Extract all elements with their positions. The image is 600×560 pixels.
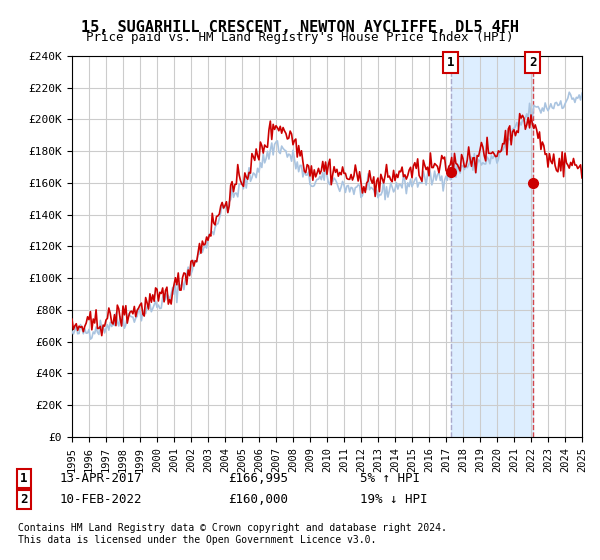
- Text: 2: 2: [20, 493, 28, 506]
- Text: Contains HM Land Registry data © Crown copyright and database right 2024.: Contains HM Land Registry data © Crown c…: [18, 522, 447, 533]
- Bar: [451, 56, 533, 437]
- Text: Price paid vs. HM Land Registry's House Price Index (HPI): Price paid vs. HM Land Registry's House …: [86, 31, 514, 44]
- Text: £166,995: £166,995: [228, 472, 288, 486]
- Text: 5% ↑ HPI: 5% ↑ HPI: [360, 472, 420, 486]
- Text: 19% ↓ HPI: 19% ↓ HPI: [360, 493, 427, 506]
- Text: £160,000: £160,000: [228, 493, 288, 506]
- Text: This data is licensed under the Open Government Licence v3.0.: This data is licensed under the Open Gov…: [18, 535, 376, 545]
- Text: 1: 1: [447, 56, 455, 69]
- Text: 2: 2: [529, 56, 536, 69]
- Text: 1: 1: [20, 472, 28, 486]
- Text: 15, SUGARHILL CRESCENT, NEWTON AYCLIFFE, DL5 4FH: 15, SUGARHILL CRESCENT, NEWTON AYCLIFFE,…: [81, 20, 519, 35]
- Text: 13-APR-2017: 13-APR-2017: [60, 472, 143, 486]
- Text: 10-FEB-2022: 10-FEB-2022: [60, 493, 143, 506]
